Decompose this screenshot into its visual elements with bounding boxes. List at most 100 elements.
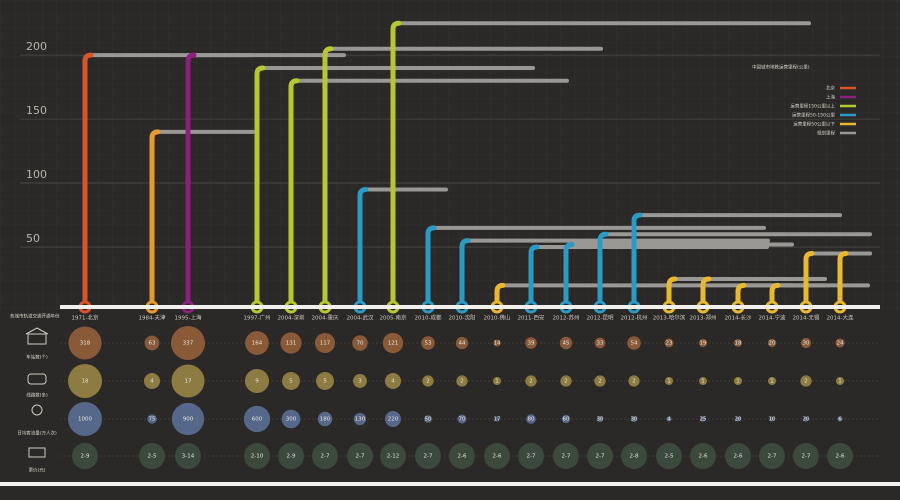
- cell-label: 2-10: [251, 454, 264, 460]
- fare-bubble: [793, 443, 819, 469]
- cell-label: 2-7: [596, 454, 605, 460]
- value-bubble: [733, 376, 743, 386]
- icon-line: [27, 373, 47, 385]
- cell-label: 2: [426, 379, 430, 385]
- value-bubble: [700, 416, 706, 422]
- cell-label: 5: [289, 379, 293, 385]
- row-label: 票价(元): [28, 468, 45, 474]
- metro-line: [459, 238, 471, 310]
- cell-label: 1: [701, 379, 705, 385]
- value-bubble: [384, 372, 402, 390]
- value-bubble: [456, 375, 468, 387]
- value-bubble: [68, 402, 102, 436]
- fare-bubble: [827, 443, 853, 469]
- x-tick-label: 2014-宁波: [759, 314, 786, 322]
- cell-label: 1: [770, 379, 774, 385]
- value-bubble: [594, 337, 606, 349]
- value-bubble: [666, 416, 672, 422]
- cell-label: 2: [632, 379, 636, 385]
- value-bubble: [314, 332, 336, 354]
- fare-bubble: [587, 443, 613, 469]
- cell-label: 164: [252, 341, 263, 347]
- metro-line: [528, 244, 540, 310]
- fare-bubble: [759, 443, 785, 469]
- cell-label: 2-6: [734, 454, 743, 460]
- metro-line: [322, 46, 334, 310]
- value-bubble: [422, 375, 434, 387]
- icon-station-roof: [25, 327, 49, 335]
- cell-label: 2-7: [356, 454, 365, 460]
- cell-label: 2: [598, 379, 602, 385]
- cell-label: 23: [666, 341, 673, 347]
- value-bubble: [421, 336, 435, 350]
- cell-label: 33: [597, 341, 604, 347]
- value-bubble: [526, 414, 536, 424]
- legend-label: 运营里程150公里以上: [790, 103, 835, 110]
- value-bubble: [698, 376, 708, 386]
- icon-station: [27, 333, 47, 345]
- x-tick-label: 2004-武汉: [347, 314, 374, 322]
- value-bubble: [597, 416, 603, 422]
- y-tick-label: 100: [26, 168, 47, 181]
- cell-label: 17: [494, 417, 501, 423]
- value-bubble: [835, 338, 845, 348]
- cell-label: 318: [80, 341, 91, 347]
- row-icons: [25, 327, 49, 458]
- cell-label: 600: [252, 417, 263, 423]
- cell-label: 337: [183, 341, 194, 347]
- x-tick-label: 2012-杭州: [621, 314, 648, 322]
- fare-bubble: [278, 443, 304, 469]
- value-bubble: [494, 416, 500, 422]
- value-bubble: [353, 374, 367, 388]
- cell-label: 2-9: [81, 454, 90, 460]
- cell-label: 180: [320, 417, 331, 423]
- cell-label: 2-9: [287, 454, 296, 460]
- cell-label: 9: [255, 379, 259, 385]
- x-tick-label: 2012-昆明: [587, 315, 614, 322]
- cell-label: 54: [631, 341, 638, 347]
- value-bubble: [171, 402, 205, 436]
- grid-pattern: [0, 0, 900, 310]
- metro-line: [563, 241, 575, 310]
- value-bubble: [594, 375, 606, 387]
- metro-line: [494, 282, 506, 310]
- table-header: 各城市轨道交通开通年份: [10, 313, 60, 320]
- value-bubble: [664, 338, 674, 348]
- value-bubble: [171, 364, 205, 398]
- fare-bubble: [656, 443, 682, 469]
- fare-bubble: [725, 443, 751, 469]
- cell-label: 2-7: [768, 454, 777, 460]
- cell-label: 2-6: [699, 454, 708, 460]
- cell-label: 220: [388, 417, 399, 423]
- cell-label: 25: [700, 417, 707, 423]
- value-bubble: [281, 409, 301, 429]
- metro-line: [631, 212, 643, 310]
- cell-label: 4: [150, 379, 154, 385]
- cell-label: 2-8: [630, 454, 639, 460]
- y-tick-label: 50: [26, 232, 40, 245]
- y-tick-label: 200: [26, 40, 47, 53]
- cell-label: 18: [735, 341, 742, 347]
- metro-line: [288, 78, 300, 310]
- value-bubble: [171, 326, 205, 360]
- cell-label: 1: [838, 379, 842, 385]
- value-bubble: [492, 376, 502, 386]
- cell-label: 20: [769, 341, 776, 347]
- cell-label: 2: [564, 379, 568, 385]
- cell-label: 130: [355, 417, 366, 423]
- cell-label: 1000: [78, 417, 92, 423]
- value-bubble: [735, 416, 741, 422]
- cell-label: 2: [460, 379, 464, 385]
- fare-bubble: [244, 443, 270, 469]
- value-bubble: [800, 375, 812, 387]
- value-bubble: [525, 375, 537, 387]
- table: 车站数(个)318 63 337 164 131 117 70 121 53 44 14 39 45 33…: [17, 326, 880, 474]
- cell-label: 50: [425, 417, 432, 423]
- cell-label: 80: [528, 417, 535, 423]
- cell-label: 2-7: [562, 454, 571, 460]
- cell-label: 44: [459, 341, 466, 347]
- value-bubble: [837, 416, 843, 422]
- x-tick-label: 2010-成都: [415, 314, 442, 322]
- x-tick-label: 2014-无锡: [793, 314, 820, 322]
